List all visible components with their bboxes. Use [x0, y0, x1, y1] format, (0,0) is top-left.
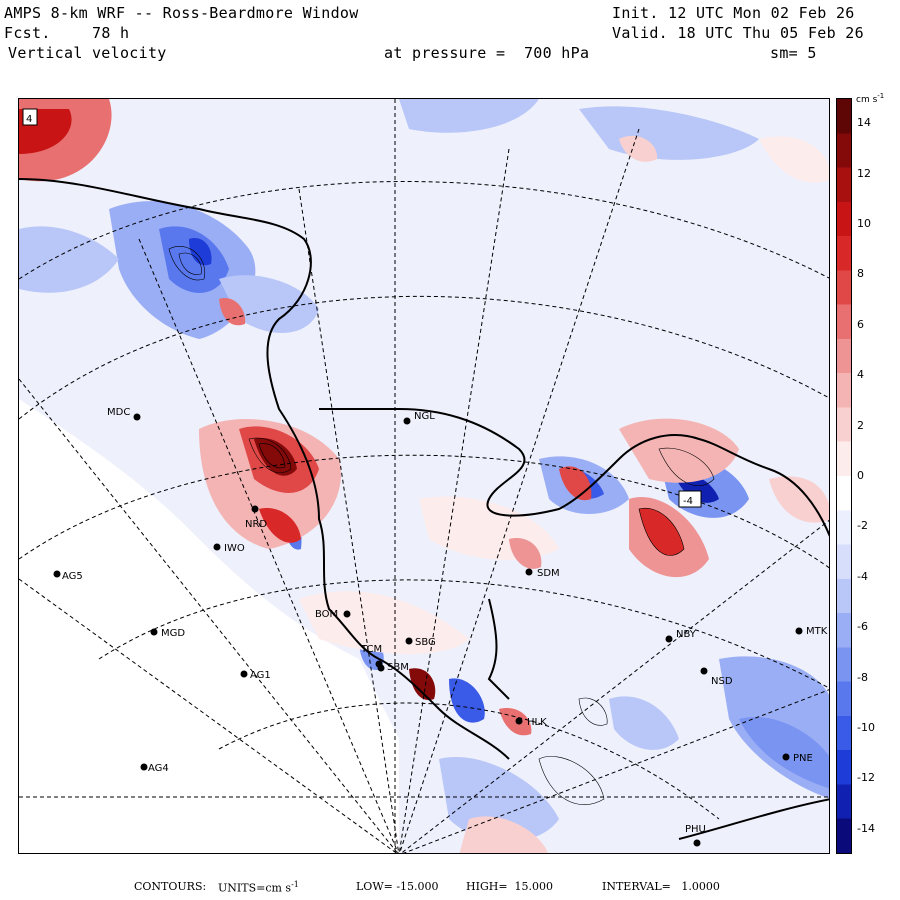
station-AG4[interactable]: AG4	[140, 763, 169, 774]
colorbar-tick: -4	[857, 569, 868, 583]
footer-contours: CONTOURS:	[134, 880, 207, 893]
coastline	[19, 178, 829, 840]
low-box	[678, 490, 702, 508]
colorbar-tick: -14	[857, 821, 875, 835]
footer-low: LOW= -15.000	[356, 880, 439, 893]
svg-text:NRD: NRD	[245, 519, 267, 530]
svg-text:AG5: AG5	[62, 571, 83, 582]
colorbar-tick: 14	[857, 116, 871, 130]
svg-text:MTK: MTK	[806, 626, 828, 637]
station-NSD[interactable]: NSD	[700, 667, 733, 688]
colorbar-tick: -12	[857, 771, 875, 785]
station-MTK[interactable]: MTK	[795, 626, 828, 637]
svg-text:PHU: PHU	[685, 824, 706, 835]
colorbar-units: cm s-1	[856, 92, 885, 105]
svg-text:MDC: MDC	[107, 407, 130, 418]
station-HLK[interactable]: HLK	[515, 717, 548, 728]
footer-units: UNITS=cm s-1	[218, 880, 299, 895]
colorbar	[836, 98, 852, 854]
contour-lines	[168, 246, 715, 805]
colorbar-tick: 6	[857, 317, 864, 331]
map-canvas: 4 -4 MDC NGL IWO AG5 MGD AG1 AG4 SDM BOM…	[19, 99, 829, 853]
colorbar-tick: 4	[857, 368, 864, 382]
svg-text:AG1: AG1	[250, 670, 271, 681]
station-MGD[interactable]: MGD	[150, 628, 186, 639]
footer-interval: INTERVAL= 1.0000	[602, 880, 720, 893]
svg-text:NBY: NBY	[676, 629, 697, 640]
svg-text:HLK: HLK	[527, 717, 547, 728]
high-box-label: 4	[26, 114, 32, 125]
station-AG1[interactable]: AG1	[240, 670, 271, 681]
colorbar-tick: -2	[857, 519, 868, 533]
station-NGL[interactable]: NGL	[403, 411, 436, 425]
colorbar-tick: -10	[857, 721, 875, 734]
station-MDC[interactable]: MDC	[107, 407, 141, 421]
colorbar-tick: 12	[857, 166, 871, 180]
station-PHU[interactable]: PHU	[685, 824, 706, 847]
station-PNE[interactable]: PNE	[782, 753, 813, 764]
station-SBM[interactable]: SBM	[377, 662, 409, 673]
forecast-label: Fcst.	[4, 24, 51, 42]
svg-text:SBM: SBM	[387, 662, 409, 673]
extremum-markers: 4 -4	[22, 108, 702, 508]
map-panel[interactable]: 4 -4 MDC NGL IWO AG5 MGD AG1 AG4 SDM BOM…	[18, 98, 830, 854]
station-SBG[interactable]: SBG	[405, 637, 436, 648]
colorbar-tick: -6	[857, 620, 868, 634]
positive-velocity-areas	[19, 99, 829, 853]
low-box-label: -4	[683, 496, 693, 507]
svg-text:NGL: NGL	[414, 411, 435, 422]
field-name: Vertical velocity	[8, 44, 167, 62]
high-box	[22, 108, 38, 126]
negative-velocity-areas	[19, 99, 829, 842]
stations: MDC NGL IWO AG5 MGD AG1 AG4 SDM BOM SBG …	[53, 407, 828, 847]
svg-text:TCM: TCM	[360, 644, 382, 655]
forecast-hour: 78 h	[92, 24, 130, 42]
svg-text:NSD: NSD	[711, 676, 733, 687]
colorbar-tick: 8	[857, 267, 864, 281]
station-IWO[interactable]: IWO	[213, 543, 245, 554]
graticule	[19, 99, 829, 853]
svg-text:SDM: SDM	[537, 568, 560, 579]
svg-text:AG4: AG4	[148, 763, 169, 774]
colorbar-tick: 0	[857, 469, 864, 482]
station-NBY[interactable]: NBY	[665, 629, 697, 643]
station-AG5[interactable]: AG5	[53, 570, 83, 583]
map-title: AMPS 8-km WRF -- Ross-Beardmore Window	[4, 4, 359, 22]
init-time: Init. 12 UTC Mon 02 Feb 26	[612, 4, 855, 22]
valid-time: Valid. 18 UTC Thu 05 Feb 26	[612, 24, 864, 42]
svg-text:BOM: BOM	[315, 609, 338, 620]
station-SDM[interactable]: SDM	[525, 568, 560, 579]
colorbar-tick: -8	[857, 670, 868, 684]
svg-text:SBG: SBG	[415, 637, 436, 648]
station-BOM[interactable]: BOM	[315, 609, 351, 620]
smoothing: sm= 5	[770, 44, 817, 62]
pressure-level: at pressure = 700 hPa	[384, 44, 590, 62]
colorbar-tick: 2	[857, 418, 864, 432]
svg-text:IWO: IWO	[224, 543, 245, 554]
station-NRD[interactable]: NRD	[245, 505, 267, 531]
blank-region	[19, 399, 399, 853]
colorbar-tick: 10	[857, 217, 871, 230]
svg-text:PNE: PNE	[793, 753, 813, 764]
svg-text:MGD: MGD	[161, 628, 185, 639]
footer-high: HIGH= 15.000	[466, 880, 554, 893]
